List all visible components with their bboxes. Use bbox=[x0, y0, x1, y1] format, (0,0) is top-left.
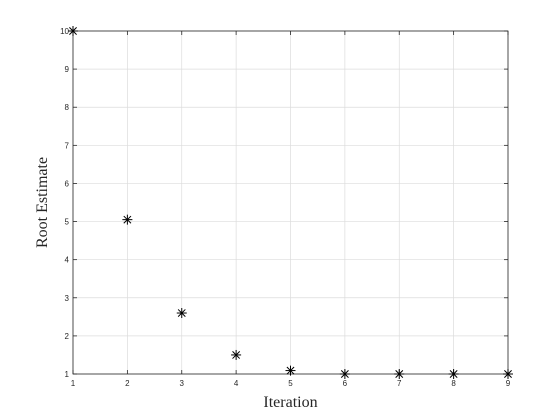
x-tick-label: 1 bbox=[71, 379, 76, 388]
y-tick-label: 5 bbox=[65, 218, 70, 227]
data-point bbox=[339, 369, 350, 379]
x-axis-label: Iteration bbox=[263, 394, 317, 411]
x-tick-label: 2 bbox=[125, 379, 130, 388]
data-point bbox=[394, 369, 405, 379]
data-point bbox=[68, 26, 78, 36]
x-tick-label: 5 bbox=[288, 379, 293, 388]
axis-ticks: 1 2 3 4 5 6 7 8 9 1 2 3 4 5 6 7 8 9 10 bbox=[60, 27, 511, 388]
data-point bbox=[176, 308, 187, 319]
y-tick-label: 10 bbox=[60, 27, 69, 36]
x-tick-label: 3 bbox=[180, 379, 185, 388]
y-tick-label: 8 bbox=[65, 103, 70, 112]
y-tick-label: 2 bbox=[65, 332, 70, 341]
y-tick-label: 9 bbox=[65, 65, 70, 74]
x-tick-label: 8 bbox=[451, 379, 456, 388]
y-tick-label: 1 bbox=[65, 370, 70, 379]
data-point bbox=[285, 365, 296, 376]
data-point bbox=[122, 214, 133, 225]
x-tick-label: 6 bbox=[343, 379, 348, 388]
y-tick-label: 3 bbox=[65, 294, 70, 303]
data-points bbox=[68, 26, 513, 379]
grid bbox=[72, 30, 509, 375]
y-tick-label: 6 bbox=[65, 179, 70, 188]
x-tick-label: 4 bbox=[234, 379, 239, 388]
y-axis-label: Root Estimate bbox=[34, 157, 51, 248]
x-tick-label: 9 bbox=[506, 379, 511, 388]
data-point bbox=[503, 369, 513, 379]
data-point bbox=[231, 349, 242, 360]
y-tick-label: 4 bbox=[65, 256, 70, 265]
y-tick-label: 7 bbox=[65, 141, 70, 150]
data-point bbox=[448, 369, 459, 379]
x-tick-label: 7 bbox=[397, 379, 402, 388]
